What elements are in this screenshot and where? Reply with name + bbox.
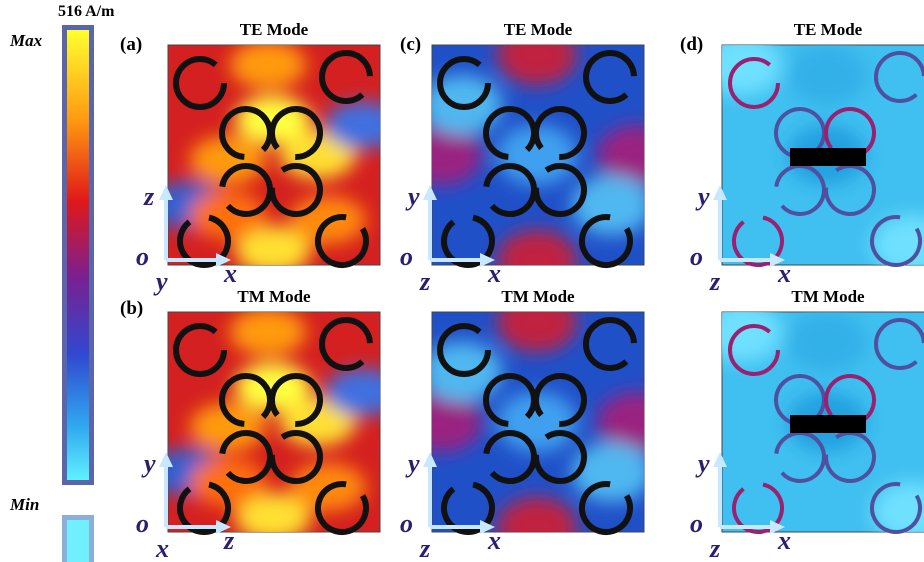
field-blob bbox=[497, 497, 577, 557]
panel-title: TE Mode bbox=[794, 20, 863, 39]
panel-title: TM Mode bbox=[501, 287, 575, 306]
axis-vertical: z bbox=[143, 182, 155, 211]
panel-title: TE Mode bbox=[240, 20, 309, 39]
field-blob bbox=[325, 101, 401, 149]
panel-title: TM Mode bbox=[791, 287, 865, 306]
field-blob bbox=[230, 308, 306, 356]
field-panel bbox=[402, 25, 677, 290]
bar-defect bbox=[790, 148, 866, 166]
colorbar-lower bbox=[67, 520, 89, 562]
colorbar-unit: 516 A/m bbox=[58, 3, 115, 20]
axis-out: z bbox=[709, 534, 721, 562]
axis-out: y bbox=[153, 267, 168, 296]
axis-vertical: y bbox=[695, 182, 710, 211]
axis-horizontal: x bbox=[777, 526, 791, 555]
field-blob bbox=[787, 45, 867, 105]
panel-label: (d) bbox=[680, 34, 703, 55]
bar-defect bbox=[790, 415, 866, 433]
axis-horizontal: x bbox=[487, 259, 501, 288]
colorbar-min: Min bbox=[9, 495, 39, 514]
axis-vertical: y bbox=[405, 182, 420, 211]
axis-out: z bbox=[419, 267, 431, 296]
axis-horizontal: x bbox=[223, 259, 237, 288]
figure: 516 A/m Max Min TE Mode(a)zoyxTM Mode(b)… bbox=[0, 0, 924, 562]
axis-horizontal: x bbox=[777, 259, 791, 288]
field-blob bbox=[787, 312, 867, 372]
panel-label: (a) bbox=[120, 34, 142, 55]
colorbar bbox=[67, 30, 89, 480]
axis-origin: o bbox=[136, 242, 149, 271]
field-panel bbox=[150, 41, 401, 274]
axis-origin: o bbox=[136, 509, 149, 538]
panel-label: (b) bbox=[120, 298, 143, 319]
panel-title: TM Mode bbox=[237, 287, 311, 306]
axis-horizontal: x bbox=[487, 526, 501, 555]
axis-origin: o bbox=[400, 242, 413, 271]
field-blob bbox=[325, 368, 401, 416]
axis-horizontal: z bbox=[223, 526, 235, 555]
axis-out: z bbox=[419, 534, 431, 562]
field-panel bbox=[402, 292, 677, 557]
field-panel bbox=[702, 302, 924, 542]
axis-vertical: y bbox=[141, 449, 156, 478]
axis-out: x bbox=[155, 534, 169, 562]
axis-origin: o bbox=[690, 242, 703, 271]
axis-vertical: y bbox=[405, 449, 420, 478]
panel-label: (c) bbox=[400, 34, 421, 55]
colorbar-max: Max bbox=[9, 31, 43, 50]
field-panel bbox=[150, 308, 401, 541]
axis-out: z bbox=[709, 267, 721, 296]
field-blob bbox=[497, 230, 577, 290]
axis-origin: o bbox=[400, 509, 413, 538]
field-blob bbox=[230, 41, 306, 89]
field-panel bbox=[702, 35, 924, 275]
axis-vertical: y bbox=[695, 449, 710, 478]
axis-origin: o bbox=[690, 509, 703, 538]
panel-title: TE Mode bbox=[504, 20, 573, 39]
